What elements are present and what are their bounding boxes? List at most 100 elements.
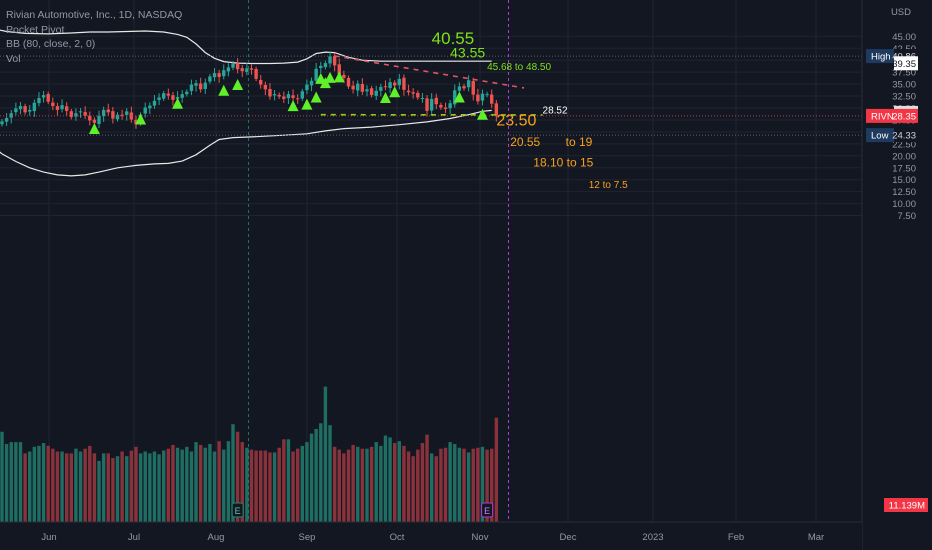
annotation-label: 28.52 bbox=[543, 106, 568, 117]
volume-bar bbox=[319, 423, 323, 522]
price-tick-label: 37.50 bbox=[892, 68, 916, 79]
earnings-marker: E bbox=[481, 502, 494, 518]
volume-bar bbox=[166, 448, 171, 522]
candle-body bbox=[388, 82, 392, 89]
candle-body bbox=[101, 109, 106, 117]
legend-indicator-bb: BB (80, close, 2, 0) bbox=[6, 38, 96, 50]
volume-bar bbox=[365, 448, 369, 522]
volume-bar bbox=[125, 456, 129, 522]
annotation-label: 23.50 bbox=[496, 113, 536, 130]
volume-bar bbox=[14, 442, 18, 522]
candle-body bbox=[217, 73, 221, 77]
candle-body bbox=[198, 83, 203, 90]
volume-bar bbox=[203, 447, 207, 522]
candle-body bbox=[231, 63, 235, 68]
candle-body bbox=[420, 97, 425, 99]
volume-bar bbox=[393, 443, 397, 522]
candle-body bbox=[18, 106, 23, 110]
volume-bar bbox=[356, 446, 360, 522]
price-label-value: 39.35 bbox=[892, 59, 916, 70]
candle-body bbox=[272, 94, 277, 96]
volume-badge-value: 11.139M bbox=[889, 501, 925, 512]
volume-bar bbox=[245, 447, 249, 522]
candle-body bbox=[88, 115, 92, 121]
candle-body bbox=[360, 84, 365, 92]
candle-body bbox=[314, 68, 318, 81]
volume-bar bbox=[272, 452, 277, 522]
volume-bars bbox=[0, 386, 499, 522]
candle-body bbox=[0, 121, 4, 125]
candle-body bbox=[97, 115, 101, 124]
candle-body bbox=[51, 102, 55, 107]
volume-bar bbox=[259, 450, 263, 522]
time-tick-label: 2023 bbox=[642, 532, 663, 543]
candle-body bbox=[342, 74, 346, 78]
candle-body bbox=[462, 86, 466, 89]
volume-bar bbox=[51, 448, 55, 522]
legend-indicator-pocket-pivot: Pocket Pivot bbox=[6, 23, 65, 36]
volume-bar bbox=[157, 454, 161, 522]
candle-body bbox=[208, 76, 212, 82]
volume-bar bbox=[328, 425, 332, 522]
volume-bar bbox=[231, 424, 235, 522]
volume-bar bbox=[78, 451, 83, 522]
volume-bar bbox=[300, 445, 304, 522]
volume-bar bbox=[28, 451, 32, 522]
volume-bar bbox=[379, 445, 383, 522]
volume-bar bbox=[282, 439, 286, 522]
candle-body bbox=[189, 84, 194, 91]
volume-bar bbox=[226, 441, 231, 522]
candle-body bbox=[383, 86, 388, 88]
price-label-value-bg bbox=[894, 128, 918, 143]
price-label-value: 24.33 bbox=[892, 131, 916, 142]
volume-bar bbox=[342, 453, 346, 522]
candle-body bbox=[249, 68, 254, 70]
volume-bar bbox=[240, 442, 244, 522]
volume-bar bbox=[406, 451, 411, 522]
volume-bar bbox=[152, 451, 157, 522]
volume-bar bbox=[55, 451, 60, 522]
volume-bar bbox=[471, 448, 475, 522]
volume-bar bbox=[254, 450, 258, 522]
candle-body bbox=[4, 118, 9, 122]
resistance-line bbox=[334, 55, 525, 89]
candle-body bbox=[37, 97, 41, 104]
volume-bar bbox=[494, 417, 499, 522]
candle-body bbox=[60, 105, 64, 110]
volume-bar bbox=[175, 447, 180, 522]
volume-bar bbox=[249, 449, 254, 522]
candle-body bbox=[83, 112, 87, 116]
price-label: 39.35 bbox=[892, 56, 918, 71]
candle-body bbox=[226, 67, 231, 72]
pocket-pivot-marker bbox=[389, 86, 401, 98]
price-label-tag-bg bbox=[866, 128, 894, 143]
candle-body bbox=[471, 81, 475, 95]
candle-body bbox=[305, 84, 309, 91]
candle-body bbox=[425, 98, 429, 111]
earnings-marker-box bbox=[481, 502, 494, 518]
candle-body bbox=[245, 68, 249, 72]
candle-body bbox=[129, 112, 134, 120]
candle-body bbox=[406, 90, 411, 93]
candle-body bbox=[286, 94, 291, 99]
volume-bar bbox=[462, 448, 466, 522]
volume-bar bbox=[383, 435, 388, 522]
price-label-tag-bg bbox=[866, 108, 894, 123]
grid bbox=[0, 0, 862, 522]
legend-indicator-vol: Vol bbox=[6, 52, 21, 65]
volume-bar bbox=[323, 386, 328, 522]
volume-bar bbox=[286, 439, 291, 522]
volume-bar bbox=[120, 451, 124, 522]
candle-body bbox=[180, 94, 184, 98]
volume-bar bbox=[434, 456, 438, 522]
volume-bar bbox=[32, 446, 37, 522]
candle-body bbox=[365, 89, 369, 92]
candle-body bbox=[443, 107, 448, 109]
volume-bar bbox=[60, 451, 64, 522]
earnings-marker: E bbox=[231, 502, 244, 518]
volume-bar bbox=[443, 447, 448, 522]
candle-body bbox=[194, 83, 198, 86]
volume-bar bbox=[295, 448, 300, 522]
